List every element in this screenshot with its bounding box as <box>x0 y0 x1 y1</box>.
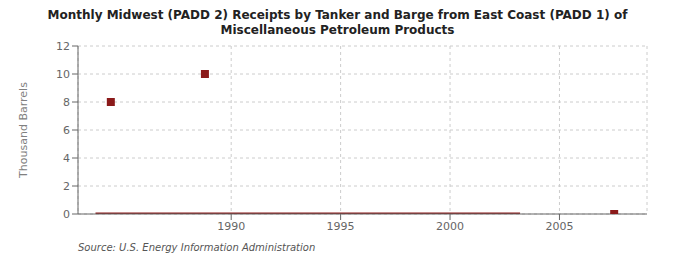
html-text:Monthly Midwest (PADD 2) Recei: Monthly Midwest (PADD 2) Receipts by Tan… <box>47 8 628 22</box>
svg-text:4: 4 <box>63 152 70 165</box>
svg-text:2000: 2000 <box>436 220 464 233</box>
html-text:Miscellaneous Petroleum Produc: Miscellaneous Petroleum Products <box>220 23 455 37</box>
svg-text:8: 8 <box>63 96 70 109</box>
svg-text:2005: 2005 <box>545 220 573 233</box>
svg-text:6: 6 <box>63 124 70 137</box>
svg-text:Thousand Barrels: Thousand Barrels <box>17 82 30 179</box>
svg-text:12: 12 <box>56 40 70 53</box>
svg-text:0: 0 <box>63 208 70 221</box>
svg-text:1990: 1990 <box>217 220 245 233</box>
svg-text:2: 2 <box>63 180 70 193</box>
html-text:Source: U.S. Energy Informatio: Source: U.S. Energy Information Administ… <box>78 242 316 253</box>
svg-text:1995: 1995 <box>327 220 355 233</box>
svg-text:10: 10 <box>56 68 70 81</box>
